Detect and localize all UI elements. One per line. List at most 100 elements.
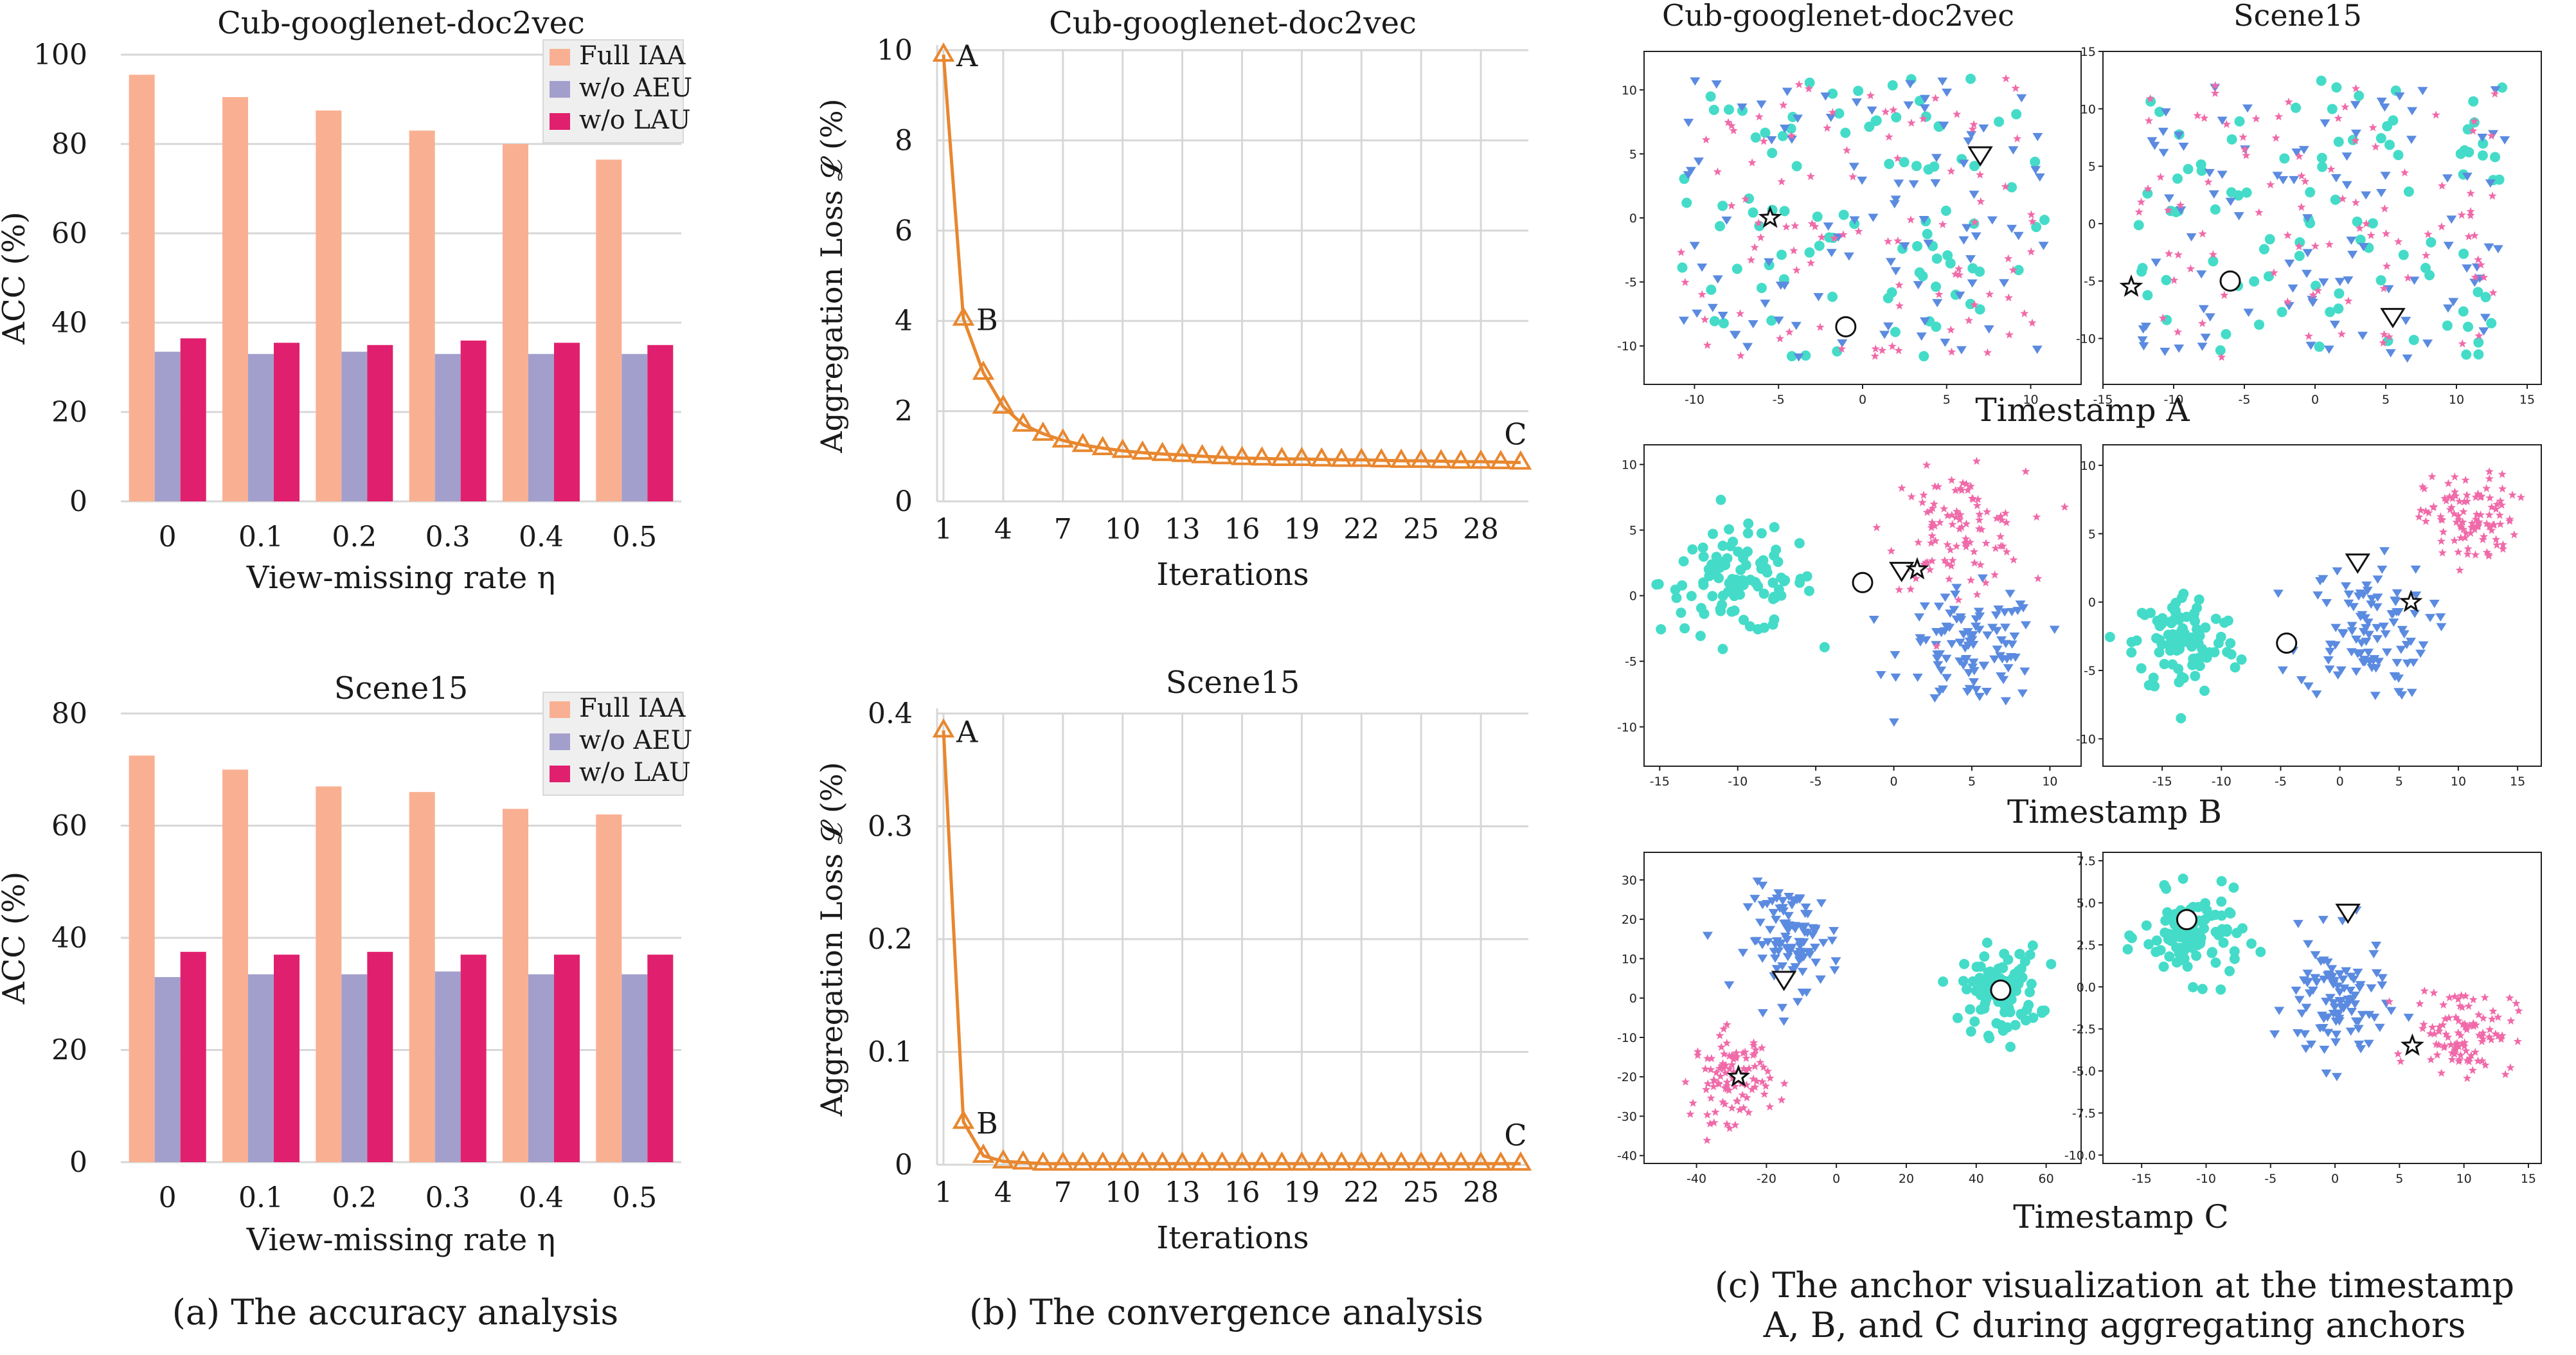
sample-point-star [1954,270,1964,279]
bar-w-o-aeu [248,974,274,1162]
sample-point-star [2445,993,2454,1001]
sample-point-circle [1713,573,1724,584]
sample-point-star [2494,1012,2503,1021]
sample-point-star [1702,1085,1711,1093]
sample-point-star [1985,289,1994,298]
sample-point-triangle [2363,649,2374,657]
sample-point-star [2437,222,2446,231]
sample-point-triangle [1760,300,1771,308]
sample-point-star [2477,492,2486,500]
annotation-b: B [976,303,998,337]
sample-point-star [2480,273,2489,282]
sample-point-star [1976,560,1985,569]
sample-point-triangle [2160,347,2170,356]
sample-point-triangle [2343,590,2354,599]
sample-point-triangle [2358,243,2369,251]
sample-point-star [2455,497,2464,505]
sample-point-circle [2208,256,2219,267]
y-tick-label: 6 [895,215,913,247]
y-tick-label: 5 [1629,147,1637,161]
sample-point-triangle [1757,940,1768,949]
y-tick-label: 0 [1629,992,1637,1006]
sample-point-triangle [1965,255,1976,264]
sample-point-triangle [2354,1040,2365,1049]
sample-point-star [2492,499,2501,508]
sample-point-triangle [2422,339,2433,348]
sample-point-triangle [2310,951,2321,960]
sample-point-star [1955,525,1964,533]
sample-point-triangle [2005,589,2016,598]
sample-point-triangle [2402,354,2413,363]
sample-point-triangle [1796,954,1807,963]
sample-point-triangle [1890,673,1901,682]
sample-point-triangle [1868,616,1879,624]
sample-point-triangle [2392,659,2402,667]
sample-point-triangle [2374,1023,2385,1032]
sample-point-triangle [2388,618,2399,627]
sample-point-triangle [2318,278,2329,287]
sample-point-star [2491,89,2500,98]
bar-full-iaa [503,144,528,501]
sample-point-circle [1827,88,1838,99]
sample-point-triangle [1793,353,1804,362]
y-tick-label: -40 [1617,1149,1637,1163]
sample-point-triangle [2336,1003,2347,1012]
sample-point-triangle [1971,686,1981,694]
sample-point-circle [2010,1019,2021,1030]
sample-point-triangle [1773,316,1784,325]
sample-point-triangle [2312,591,2323,600]
sample-point-star [2446,505,2455,514]
sample-point-star [1700,315,1710,323]
sample-point-triangle [2406,688,2417,697]
sample-point-triangle [1971,232,1981,241]
sample-point-triangle [2321,998,2332,1006]
bar-w-o-lau [647,345,674,501]
sample-point-circle [1919,351,1929,362]
anchor-star-marker [1905,557,1929,580]
sample-point-star [1792,265,1801,274]
legend-swatch [550,733,570,750]
sample-point-star [2026,210,2036,219]
anchor-star-marker [1758,205,1782,228]
sample-point-star [1742,1081,1751,1089]
sample-point-triangle [2394,92,2405,101]
sample-point-star [2460,1038,2469,1046]
sample-point-triangle [2343,599,2354,608]
sample-point-triangle [1958,661,1969,670]
sample-point-circle [1891,112,1902,123]
x-tick-label: -15 [1650,775,1670,789]
sample-point-triangle [2483,243,2494,252]
sample-point-circle [1677,262,1688,273]
sample-point-triangle [2302,249,2313,258]
sample-point-triangle [1890,651,1901,660]
bar-full-iaa [596,159,622,501]
sample-point-circle [2236,654,2247,665]
sample-point-triangle [1771,894,1782,903]
sample-point-star [1707,1054,1716,1063]
sample-point-triangle [1748,320,1758,328]
sample-point-star [1712,1068,1721,1077]
sample-point-circle [2455,148,2466,159]
loss-point-marker [1449,449,1472,469]
bar-full-iaa [129,755,155,1162]
sample-point-star [2492,541,2501,549]
sample-point-triangle [1843,252,1854,261]
sample-point-star [2170,276,2179,284]
loss-point-marker [1032,1151,1055,1171]
sample-point-circle [1706,284,1717,295]
sample-point-circle [1812,211,1823,222]
sample-point-triangle [1777,897,1788,906]
sample-point-star [2456,523,2465,532]
sample-point-triangle [2353,1025,2364,1034]
x-tick-label: 25 [1403,513,1439,546]
sample-point-circle [2195,937,2206,947]
sample-point-circle [2334,288,2345,299]
sample-point-star [2487,503,2496,511]
sample-point-triangle [1889,200,1900,209]
sample-point-star [2433,1050,2442,1059]
sample-point-star [1927,523,1936,532]
sample-point-circle [1744,621,1755,632]
sample-point-star [1735,1105,1744,1114]
sample-point-triangle [2361,624,2372,633]
